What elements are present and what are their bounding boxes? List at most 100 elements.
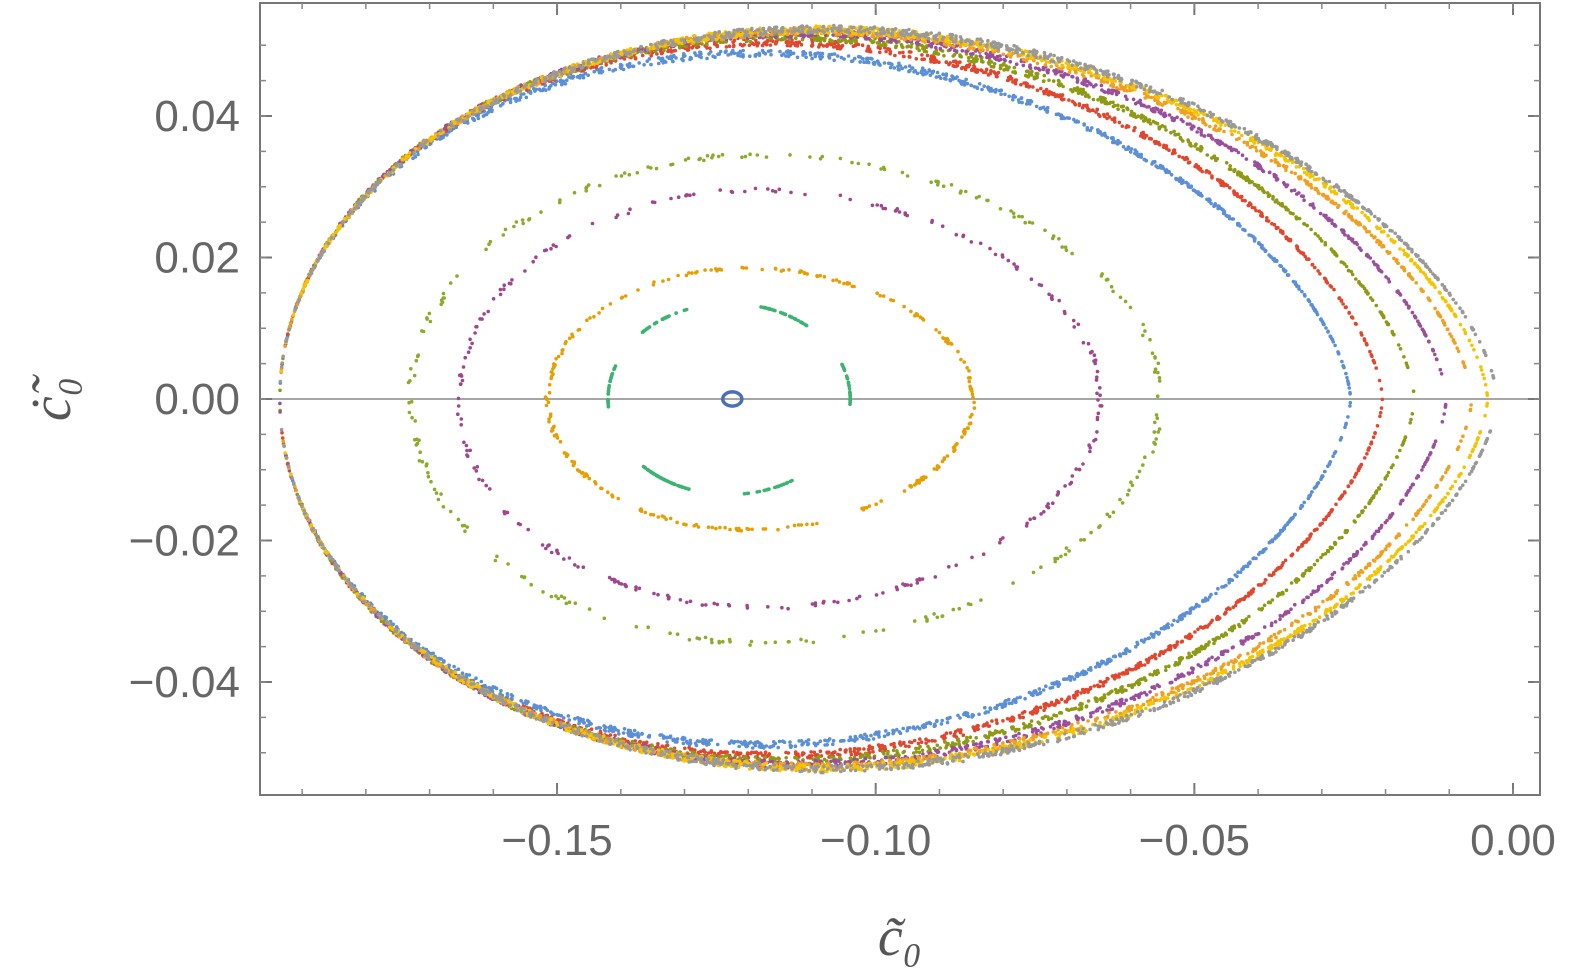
data-point: [902, 489, 907, 493]
data-point: [1024, 524, 1029, 528]
data-point: [555, 549, 559, 553]
data-point: [852, 284, 856, 289]
data-point: [712, 601, 716, 606]
data-point: [1339, 435, 1344, 440]
data-point: [557, 200, 562, 205]
data-point: [1230, 578, 1235, 582]
data-point: [1062, 116, 1067, 121]
data-point: [1130, 685, 1134, 690]
data-point: [942, 336, 947, 341]
center-orbit-point: [720, 390, 744, 408]
data-point: [565, 78, 569, 83]
data-point: [870, 203, 875, 208]
data-point: [621, 67, 626, 72]
data-point: [1003, 700, 1007, 704]
data-point: [1064, 248, 1069, 252]
data-point: [809, 53, 813, 57]
data-point: [1022, 726, 1027, 730]
data-point: [631, 64, 635, 69]
data-point: [613, 364, 618, 368]
data-point: [856, 42, 861, 47]
data-point: [1095, 391, 1099, 396]
data-point: [974, 67, 978, 72]
data-point: [942, 733, 947, 738]
data-point: [1022, 81, 1026, 85]
data-point: [1329, 336, 1334, 341]
data-point: [984, 70, 988, 74]
data-point: [567, 234, 572, 238]
data-point: [584, 189, 588, 193]
data-point: [1189, 634, 1194, 639]
data-point: [448, 281, 453, 285]
data-point: [935, 718, 939, 723]
data-point: [959, 81, 963, 85]
data-point: [879, 203, 884, 208]
data-point: [983, 705, 987, 710]
data-point: [905, 728, 909, 733]
data-point: [932, 724, 937, 729]
data-point: [951, 607, 956, 612]
data-point: [1326, 464, 1330, 469]
data-point: [522, 92, 526, 96]
data-point: [793, 744, 798, 748]
data-point: [456, 412, 460, 417]
data-point: [561, 348, 565, 352]
data-point: [1163, 649, 1167, 654]
data-point: [920, 53, 924, 57]
data-point: [1377, 486, 1381, 490]
data-point: [626, 211, 631, 216]
data-point: [940, 459, 945, 464]
data-point: [702, 158, 706, 163]
data-point: [860, 56, 865, 61]
data-point: [795, 55, 800, 60]
data-point: [652, 280, 656, 284]
data-point: [709, 749, 714, 753]
data-point: [418, 450, 423, 455]
data-point: [542, 248, 547, 253]
data-point: [506, 562, 510, 566]
data-point: [1224, 583, 1228, 588]
data-point: [426, 474, 431, 479]
data-point: [914, 57, 919, 61]
data-point: [1224, 213, 1228, 218]
data-point: [1279, 529, 1283, 534]
data-point: [512, 224, 516, 229]
data-point: [491, 297, 496, 301]
data-point: [278, 388, 282, 393]
data-point: [1067, 695, 1071, 699]
data-point: [915, 578, 919, 582]
data-point: [735, 750, 739, 755]
data-point: [1395, 455, 1399, 459]
data-point: [1307, 494, 1311, 498]
data-point: [695, 636, 699, 640]
data-point: [1072, 695, 1076, 700]
data-point: [971, 395, 975, 400]
data-point: [1300, 289, 1304, 294]
data-point: [1334, 502, 1338, 507]
data-point: [1201, 599, 1205, 604]
data-point: [613, 578, 617, 582]
data-point: [692, 192, 696, 197]
data-point: [562, 557, 566, 561]
data-point: [776, 745, 780, 750]
data-point: [417, 459, 422, 463]
data-point: [697, 739, 702, 744]
data-point: [391, 622, 396, 627]
data-point: [686, 156, 691, 161]
data-point: [1012, 262, 1016, 266]
data-point: [726, 602, 731, 607]
data-point: [737, 744, 741, 749]
data-point: [608, 724, 613, 729]
data-point: [1186, 138, 1190, 142]
data-point: [920, 577, 925, 581]
data-point: [956, 713, 960, 718]
data-point: [1318, 523, 1322, 527]
data-point: [848, 750, 853, 754]
data-point: [1159, 166, 1163, 170]
data-point: [567, 556, 572, 560]
data-point: [581, 69, 585, 73]
data-point: [1120, 501, 1125, 505]
data-point: [864, 506, 869, 510]
data-point: [1348, 392, 1352, 396]
data-point: [1344, 422, 1348, 427]
